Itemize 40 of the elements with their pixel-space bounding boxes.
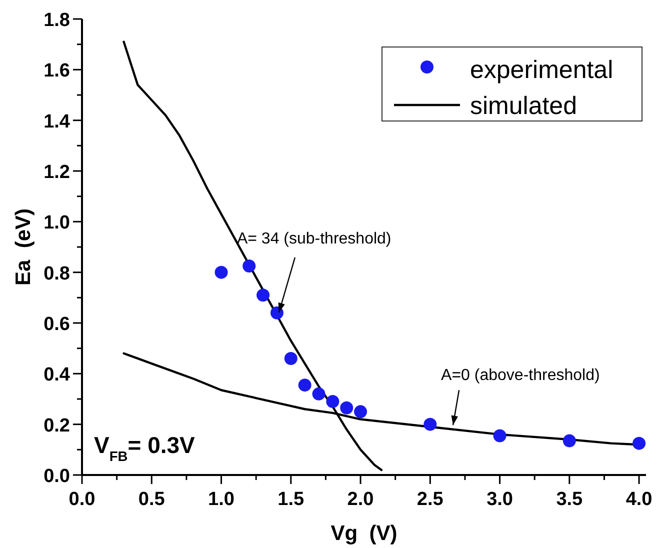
x-tick-label: 1.5 bbox=[278, 489, 305, 510]
x-tick-label: 2.0 bbox=[347, 489, 374, 510]
point bbox=[242, 260, 256, 272]
point bbox=[562, 434, 576, 448]
point bbox=[326, 395, 340, 408]
x-tick-label: 0.0 bbox=[68, 489, 96, 510]
x-tick-label: 3.5 bbox=[556, 489, 584, 510]
y-tick-label: 1.4 bbox=[44, 111, 70, 132]
y-tick-label: 1.6 bbox=[44, 60, 70, 82]
annotation: A=0 (above-threshold) bbox=[441, 367, 600, 384]
x-tick-label: 0.5 bbox=[138, 489, 166, 510]
y-tick-label: 1.8 bbox=[44, 10, 70, 31]
y-tick-label: 0.8 bbox=[44, 263, 70, 284]
point bbox=[256, 288, 270, 302]
legend-label: experimental bbox=[470, 56, 614, 84]
y-tick-label: 0.2 bbox=[44, 415, 70, 436]
y-tick-label: 0.6 bbox=[44, 314, 70, 335]
point bbox=[312, 387, 326, 400]
point bbox=[340, 401, 354, 414]
point bbox=[493, 429, 506, 442]
annotation: A= 34 (sub-threshold) bbox=[236, 230, 392, 248]
point bbox=[298, 378, 312, 392]
y-tick-label: 1.2 bbox=[44, 162, 70, 183]
y-axis-title: Ea (eV) bbox=[12, 208, 35, 286]
point bbox=[214, 266, 228, 279]
point bbox=[424, 418, 437, 431]
x-tick-label: 4.0 bbox=[626, 489, 652, 510]
point bbox=[270, 306, 284, 320]
y-tick-label: 0.0 bbox=[44, 466, 70, 487]
legend-label: simulated bbox=[470, 92, 577, 120]
x-tick-label: 1.0 bbox=[208, 489, 234, 510]
x-tick-label: 3.0 bbox=[486, 489, 513, 510]
y-tick-label: 1.0 bbox=[44, 212, 70, 234]
annotation: V$_{FB}$= 0.3V bbox=[94, 432, 196, 464]
point bbox=[284, 352, 298, 365]
x-tick-label: 2.5 bbox=[416, 489, 444, 510]
x-axis-title: Vg (V) bbox=[330, 522, 398, 545]
y-tick-label: 0.4 bbox=[44, 364, 70, 386]
point bbox=[354, 405, 368, 418]
point bbox=[632, 436, 646, 450]
